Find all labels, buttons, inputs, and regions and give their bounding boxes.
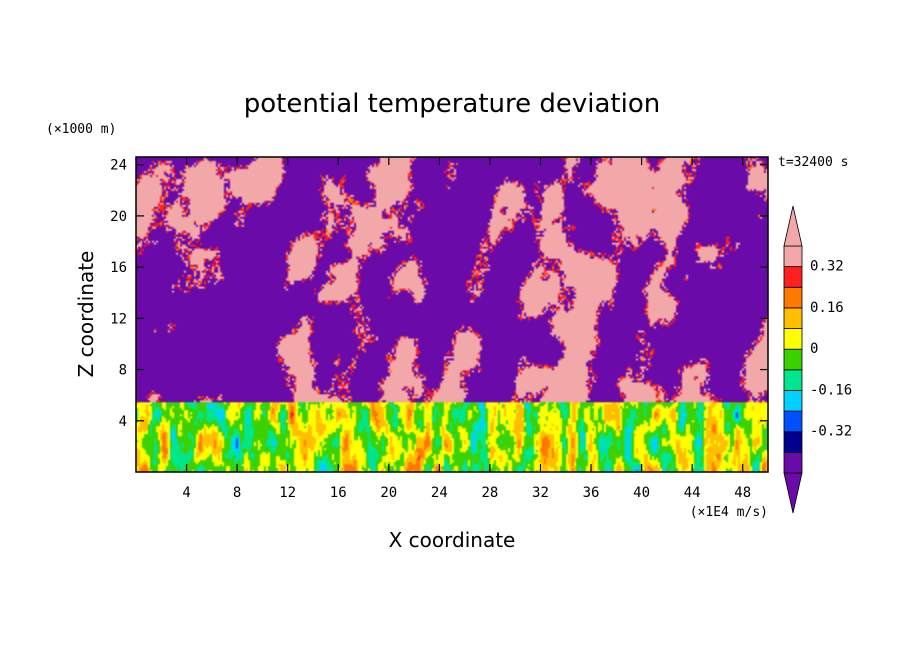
x-axis: 4 8 12 16 20 24 28 32 36 40 44 48	[182, 157, 751, 501]
x-axis-label: X coordinate	[389, 528, 516, 552]
y-tick-label: 16	[110, 260, 127, 276]
colorbar: 0.32 0.16 0 -0.16 -0.32	[783, 205, 852, 514]
colorbar-swatch	[783, 266, 803, 288]
colorbar-label: 0	[810, 341, 818, 357]
colorbar-label: -0.32	[810, 424, 852, 440]
x-tick-label: 8	[233, 485, 241, 501]
colorbar-label: 0.32	[810, 259, 844, 275]
x-tick-label: 32	[532, 485, 549, 501]
y-unit-label: (×1000 m)	[46, 122, 116, 137]
colorbar-swatch	[783, 307, 803, 329]
y-tick-label: 4	[119, 414, 127, 430]
colorbar-extend-low	[783, 472, 803, 514]
colorbar-swatch	[783, 369, 803, 391]
x-tick-label: 44	[684, 485, 701, 501]
colorbar-swatch	[783, 451, 803, 474]
x-tick-label: 16	[330, 485, 347, 501]
contour-field	[136, 157, 768, 472]
x-tick-label: 12	[279, 485, 296, 501]
x-tick-label: 20	[380, 485, 397, 501]
y-tick-label: 12	[110, 311, 127, 327]
y-tick-label: 8	[119, 363, 127, 379]
x-tick-label: 4	[182, 485, 190, 501]
colorbar-swatch	[783, 328, 803, 350]
y-tick-label: 24	[110, 158, 127, 174]
colorbar-label: 0.16	[810, 300, 844, 316]
colorbar-swatch	[783, 431, 803, 453]
y-tick-label: 20	[110, 209, 127, 225]
colorbar-swatch	[783, 286, 803, 309]
x-tick-label: 36	[583, 485, 600, 501]
plot-frame	[135, 156, 769, 473]
colorbar-swatch	[783, 390, 803, 412]
y-axis: 4 8 12 16 20 24	[110, 158, 768, 430]
y-axis-label: Z coordinate	[74, 251, 98, 378]
x-tick-label: 48	[734, 485, 751, 501]
x-tick-label: 40	[633, 485, 650, 501]
x-unit-label: (×1E4 m/s)	[690, 505, 768, 520]
chart-title: potential temperature deviation	[244, 89, 660, 119]
colorbar-swatch	[783, 245, 803, 268]
colorbar-swatch	[783, 348, 803, 371]
colorbar-swatch	[783, 410, 803, 433]
contour-field-raster	[136, 157, 768, 472]
x-tick-label: 24	[431, 485, 448, 501]
colorbar-extend-high	[783, 205, 803, 247]
x-tick-label: 28	[481, 485, 498, 501]
colorbar-label: -0.16	[810, 382, 852, 398]
time-label: t=32400 s	[778, 155, 848, 170]
